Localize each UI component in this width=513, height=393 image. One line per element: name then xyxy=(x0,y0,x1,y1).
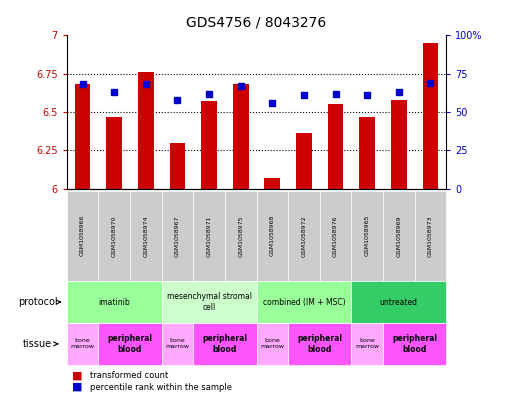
Bar xyxy=(233,84,249,189)
Text: untreated: untreated xyxy=(380,298,418,307)
Text: peripheral
blood: peripheral blood xyxy=(107,334,152,354)
Text: GSM1058968: GSM1058968 xyxy=(270,215,275,257)
Bar xyxy=(201,101,217,189)
Text: bone
marrow: bone marrow xyxy=(70,338,94,349)
Text: bone
marrow: bone marrow xyxy=(355,338,379,349)
Text: ■: ■ xyxy=(72,382,82,392)
Text: tissue: tissue xyxy=(23,339,58,349)
Text: bone
marrow: bone marrow xyxy=(165,338,189,349)
Text: GDS4756 / 8043276: GDS4756 / 8043276 xyxy=(186,16,327,30)
Text: transformed count: transformed count xyxy=(90,371,168,380)
Bar xyxy=(359,117,375,189)
Text: GSM1058972: GSM1058972 xyxy=(302,215,306,257)
Text: combined (IM + MSC): combined (IM + MSC) xyxy=(263,298,345,307)
Text: peripheral
blood: peripheral blood xyxy=(202,334,247,354)
Text: peripheral
blood: peripheral blood xyxy=(392,334,437,354)
Text: GSM1058967: GSM1058967 xyxy=(175,215,180,257)
Bar xyxy=(138,72,154,189)
Text: GSM1058966: GSM1058966 xyxy=(80,215,85,257)
Text: mesenchymal stromal
cell: mesenchymal stromal cell xyxy=(167,292,251,312)
Bar xyxy=(169,143,185,189)
Text: GSM1058974: GSM1058974 xyxy=(143,215,148,257)
Text: GSM1058969: GSM1058969 xyxy=(397,215,401,257)
Bar xyxy=(74,84,90,189)
Text: protocol: protocol xyxy=(18,297,61,307)
Text: GSM1058971: GSM1058971 xyxy=(207,215,211,257)
Bar xyxy=(106,117,122,189)
Text: imatinib: imatinib xyxy=(98,298,130,307)
Bar xyxy=(264,178,280,189)
Bar xyxy=(328,104,344,189)
Text: GSM1058975: GSM1058975 xyxy=(238,215,243,257)
Bar xyxy=(423,43,439,189)
Text: bone
marrow: bone marrow xyxy=(260,338,284,349)
Text: peripheral
blood: peripheral blood xyxy=(297,334,342,354)
Bar xyxy=(391,100,407,189)
Text: GSM1058965: GSM1058965 xyxy=(365,215,370,257)
Text: GSM1058970: GSM1058970 xyxy=(112,215,116,257)
Text: percentile rank within the sample: percentile rank within the sample xyxy=(90,383,232,391)
Text: ■: ■ xyxy=(72,370,82,380)
Text: GSM1058976: GSM1058976 xyxy=(333,215,338,257)
Text: GSM1058973: GSM1058973 xyxy=(428,215,433,257)
Bar xyxy=(296,134,312,189)
